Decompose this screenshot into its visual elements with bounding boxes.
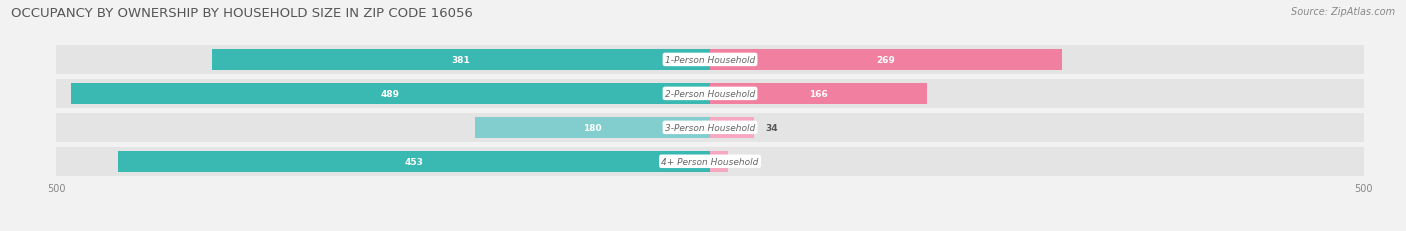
Bar: [56, 46, 1364, 75]
Bar: [118, 151, 710, 172]
Text: 14: 14: [738, 157, 751, 166]
Bar: [56, 79, 1364, 109]
Text: 4+ Person Household: 4+ Person Household: [661, 157, 759, 166]
Bar: [70, 83, 710, 104]
Bar: [710, 50, 1062, 71]
Bar: [212, 50, 710, 71]
Text: 453: 453: [405, 157, 423, 166]
Text: 180: 180: [583, 123, 602, 132]
Bar: [475, 117, 710, 138]
Text: 381: 381: [451, 56, 471, 65]
Bar: [710, 117, 755, 138]
Bar: [710, 151, 728, 172]
Text: 269: 269: [876, 56, 896, 65]
Text: OCCUPANCY BY OWNERSHIP BY HOUSEHOLD SIZE IN ZIP CODE 16056: OCCUPANCY BY OWNERSHIP BY HOUSEHOLD SIZE…: [11, 7, 474, 20]
Text: 489: 489: [381, 89, 399, 98]
Text: Source: ZipAtlas.com: Source: ZipAtlas.com: [1291, 7, 1395, 17]
Bar: [710, 83, 927, 104]
Text: 1-Person Household: 1-Person Household: [665, 56, 755, 65]
Bar: [56, 113, 1364, 143]
Text: 2-Person Household: 2-Person Household: [665, 89, 755, 98]
Bar: [56, 147, 1364, 176]
Text: 3-Person Household: 3-Person Household: [665, 123, 755, 132]
Text: 34: 34: [765, 123, 778, 132]
Text: 166: 166: [810, 89, 828, 98]
